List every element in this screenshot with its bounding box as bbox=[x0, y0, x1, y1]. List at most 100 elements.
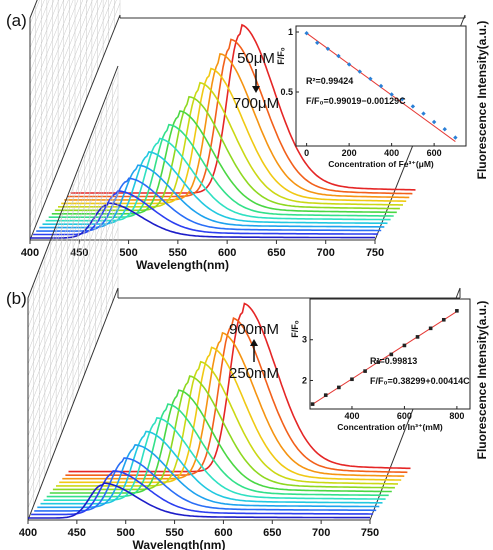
inset-point bbox=[323, 393, 328, 397]
inset-point bbox=[337, 385, 341, 390]
inset-point bbox=[441, 317, 446, 322]
y-axis-label: Fluorescence Intensity(a.u.) bbox=[475, 21, 489, 180]
inset-x-tick-label: 400 bbox=[344, 411, 359, 421]
grid-line bbox=[27, 239, 119, 473]
x-tick-label: 750 bbox=[366, 247, 384, 259]
inset-point bbox=[410, 104, 416, 109]
x-tick-label: 750 bbox=[361, 527, 379, 539]
x-tick-label: 700 bbox=[317, 247, 335, 259]
grid-line bbox=[27, 179, 119, 413]
box-edge bbox=[29, 0, 38, 240]
spectrum-series-14 bbox=[68, 302, 411, 473]
annotation-bottom: 250mM bbox=[229, 365, 279, 382]
inset-r2: R²=0.99424 bbox=[306, 76, 353, 86]
grid-line bbox=[29, 0, 55, 61]
inset-point bbox=[315, 40, 320, 45]
inset-x-tick-label: 600 bbox=[397, 411, 412, 421]
inset-point bbox=[428, 326, 433, 331]
x-tick-label: 500 bbox=[117, 527, 135, 539]
inset-point bbox=[378, 83, 384, 89]
grid-line bbox=[29, 0, 103, 181]
grid-line bbox=[29, 0, 108, 193]
grid-line bbox=[27, 95, 119, 329]
grid-line bbox=[29, 0, 74, 109]
grid-line bbox=[27, 155, 119, 389]
inset-point bbox=[350, 377, 354, 382]
inset-x-label: Concentration of In³⁺(mM) bbox=[337, 422, 443, 432]
spectrum-series-10 bbox=[58, 81, 403, 208]
inset-fit-line bbox=[312, 311, 458, 405]
spectrum-series-2 bbox=[33, 190, 379, 236]
grid-line bbox=[27, 251, 119, 485]
x-tick-label: 400 bbox=[21, 247, 39, 259]
x-axis-label: Wavelength(nm) bbox=[136, 258, 229, 272]
inset-point bbox=[368, 76, 373, 81]
spectrum-series-5 bbox=[40, 430, 383, 505]
inset-point bbox=[310, 402, 315, 406]
inset-point bbox=[421, 111, 426, 116]
x-tick-label: 650 bbox=[267, 247, 285, 259]
annotation-top: 900mM bbox=[229, 321, 279, 338]
panel-label: (b) bbox=[6, 289, 27, 308]
spectrum-series-2 bbox=[31, 470, 374, 516]
grid-line bbox=[27, 275, 119, 509]
y-axis-label: Fluorescence Intensity(a.u.) bbox=[475, 301, 489, 460]
panel-a: 400 450 500 550 600 650 700 750Wavelength(nm)Fl… bbox=[6, 0, 489, 272]
inset-equation: F/F₀=0.99019−0.00129C bbox=[306, 96, 406, 106]
grid-line bbox=[29, 0, 79, 121]
inset-x-label: Concentration of Fe³⁺(μM) bbox=[328, 159, 434, 169]
grid-line bbox=[27, 203, 119, 437]
inset-plot: 400 600 800 2 3 Concentration of In³⁺(mM) F/F₀… bbox=[290, 298, 471, 432]
inset-x-tick-label: 800 bbox=[449, 411, 464, 421]
x-axis-label: Wavelength(nm) bbox=[133, 538, 226, 550]
inset-point bbox=[336, 53, 341, 59]
inset-point bbox=[363, 369, 367, 373]
annotation-bottom: 700μM bbox=[233, 95, 279, 112]
grid-line bbox=[27, 83, 119, 317]
grid-line bbox=[29, 0, 98, 169]
grid-line bbox=[27, 167, 119, 401]
grid-line bbox=[29, 0, 88, 145]
x-tick-label: 700 bbox=[312, 527, 330, 539]
grid-line bbox=[27, 143, 119, 377]
inset-point bbox=[400, 97, 405, 102]
grid-line bbox=[27, 215, 119, 449]
panel-b: 400 450 500 550 600 650 700 750 Wavelength(nm) Fl… bbox=[6, 65, 489, 550]
spectrum-series-1 bbox=[28, 482, 370, 519]
inset-y-tick-label: 3 bbox=[302, 335, 307, 345]
inset-point bbox=[389, 352, 394, 357]
inset-x-tick-label: 600 bbox=[427, 148, 442, 158]
inset-point bbox=[376, 360, 380, 364]
spectrum-series-9 bbox=[52, 375, 395, 491]
grid-line bbox=[27, 107, 119, 341]
grid-line bbox=[27, 71, 119, 305]
x-tick-label: 450 bbox=[68, 527, 86, 539]
inset-y-label: F/F₀ bbox=[290, 320, 300, 338]
grid-line bbox=[27, 227, 119, 461]
spectrum-series-3 bbox=[34, 457, 377, 512]
annotation-arrow-head bbox=[250, 339, 258, 346]
spectrum-series-8 bbox=[49, 389, 392, 494]
inset-point bbox=[442, 127, 447, 132]
spectrum-series-3 bbox=[36, 177, 382, 232]
grid-line bbox=[29, 0, 50, 49]
annotation-arrow-head bbox=[252, 86, 260, 93]
inset-point bbox=[389, 92, 394, 97]
inset-y-label: F/F₀ bbox=[276, 47, 286, 65]
box-edge bbox=[29, 14, 121, 241]
x-tick-label: 600 bbox=[214, 527, 232, 539]
grid-line bbox=[29, 0, 69, 97]
spectrum-series-13 bbox=[67, 38, 413, 198]
back-wall-grid bbox=[27, 68, 119, 521]
inset-x-tick-label: 400 bbox=[384, 148, 399, 158]
annotation-top: 50μM bbox=[237, 50, 275, 67]
spectrum-series-5 bbox=[42, 151, 388, 225]
inset-point bbox=[346, 62, 352, 67]
inset-point bbox=[415, 335, 420, 339]
x-tick-label: 650 bbox=[263, 527, 281, 539]
inset-y-tick-label: 1 bbox=[288, 27, 293, 37]
grid-line bbox=[29, 0, 117, 217]
inset-point bbox=[357, 69, 362, 74]
inset-plot: 0 200 400 600 0.5 1 Concentration of Fe³⁺(μM) F… bbox=[276, 25, 467, 169]
